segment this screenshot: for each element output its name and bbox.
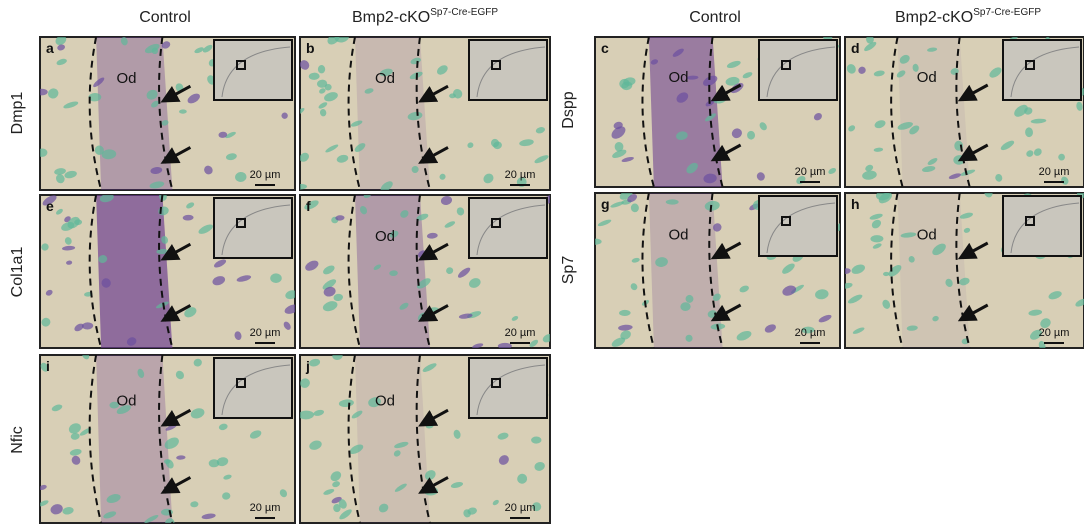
figure: ControlBmp2-cKOSp7-Cre-EGFPControlBmp2-c… xyxy=(0,0,1084,527)
column-title: Control xyxy=(139,9,191,26)
panel: g Od 20 µm xyxy=(588,188,845,349)
scale-label: 20 µm xyxy=(795,327,826,339)
panel: d Od 20 µm xyxy=(845,34,1084,187)
scale-label: 20 µm xyxy=(250,327,281,339)
panel: e 20 µm xyxy=(40,191,301,348)
panel-letter: a xyxy=(46,40,54,56)
stain-band xyxy=(96,37,172,190)
column-title: Bmp2-cKO xyxy=(352,9,430,26)
inset xyxy=(759,196,837,256)
stain-band xyxy=(649,37,723,187)
column-header: Control xyxy=(139,9,191,26)
stain-band xyxy=(898,193,970,348)
scale-label: 20 µm xyxy=(250,502,281,514)
od-label: Od xyxy=(669,69,689,86)
stain-band xyxy=(649,193,723,348)
scale-label: 20 µm xyxy=(505,502,536,514)
column-superscript: Sp7-Cre-EGFP xyxy=(430,7,498,18)
row-label: Dmp1 xyxy=(9,92,26,135)
od-label: Od xyxy=(375,70,395,87)
stain-band xyxy=(96,195,172,348)
inset xyxy=(214,198,292,258)
panel-letter: i xyxy=(46,358,50,374)
od-label: Od xyxy=(375,228,395,245)
stain-band xyxy=(355,355,430,523)
inset xyxy=(469,358,547,418)
column-title: Control xyxy=(689,9,741,26)
panel: b Od 20 µm xyxy=(295,31,550,194)
od-label: Od xyxy=(917,227,937,244)
panel-letter: g xyxy=(601,196,610,212)
panel-letter: h xyxy=(851,196,860,212)
inset xyxy=(214,358,292,418)
od-label: Od xyxy=(117,70,137,87)
scale-label: 20 µm xyxy=(505,327,536,339)
scale-label: 20 µm xyxy=(505,169,536,181)
column-title: Bmp2-cKO xyxy=(895,9,973,26)
scale-label: 20 µm xyxy=(1039,327,1070,339)
inset xyxy=(469,198,547,258)
od-label: Od xyxy=(917,69,937,86)
inset xyxy=(469,40,547,100)
panel-letter: e xyxy=(46,198,54,214)
row-label: Dspp xyxy=(560,91,577,128)
od-label: Od xyxy=(375,392,395,409)
panel-letter: d xyxy=(851,40,860,56)
panel: i Od 20 µm xyxy=(38,350,295,527)
inset xyxy=(214,40,292,100)
panel: f Od 20 µm xyxy=(300,191,556,349)
column-header: Bmp2-cKOSp7-Cre-EGFP xyxy=(352,7,498,26)
panel-letter: j xyxy=(305,358,310,374)
od-label: Od xyxy=(117,392,137,409)
inset xyxy=(1003,40,1081,100)
panel-letter: f xyxy=(306,198,311,214)
scale-label: 20 µm xyxy=(1039,166,1070,178)
panel: j Od 20 µm xyxy=(298,351,550,523)
row-label: Nfic xyxy=(9,426,26,454)
row-label: Col1a1 xyxy=(9,247,26,298)
inset xyxy=(1003,196,1081,256)
panel: c Od 20 µm xyxy=(595,34,840,187)
od-label: Od xyxy=(669,227,689,244)
row-label: Sp7 xyxy=(560,256,577,285)
cell xyxy=(883,272,889,276)
panel-letter: b xyxy=(306,40,315,56)
column-superscript: Sp7-Cre-EGFP xyxy=(973,7,1041,18)
column-header: Bmp2-cKOSp7-Cre-EGFP xyxy=(895,7,1041,26)
scale-label: 20 µm xyxy=(250,169,281,181)
panel-letter: c xyxy=(601,40,609,56)
panel: a Od 20 µm xyxy=(36,33,295,190)
column-header: Control xyxy=(689,9,741,26)
scale-label: 20 µm xyxy=(795,166,826,178)
inset xyxy=(759,40,837,100)
panel: h Od 20 µm xyxy=(840,187,1084,351)
